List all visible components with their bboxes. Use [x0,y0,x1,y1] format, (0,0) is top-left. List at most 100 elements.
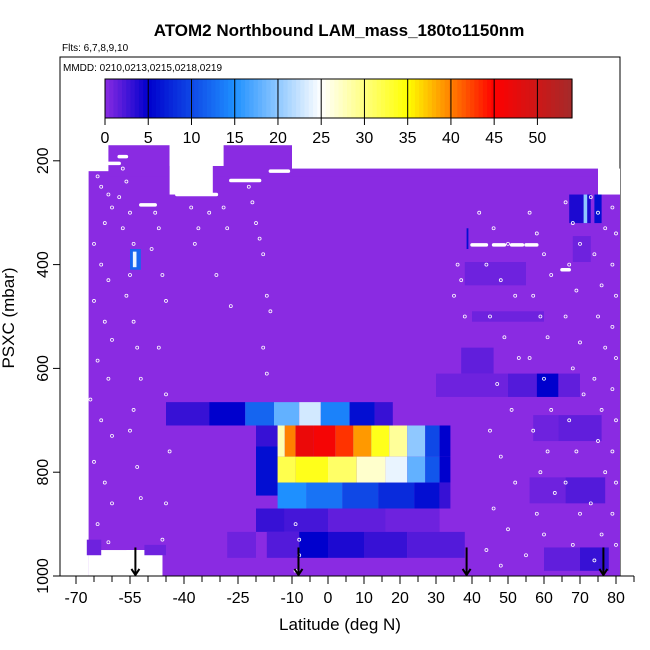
colorbar-segment [177,79,183,118]
sample-point [459,278,464,283]
sample-point [164,501,168,506]
heatmap-cell [558,373,580,397]
sample-point [189,205,194,210]
arrow-head [598,568,609,576]
colorbar-segment [253,79,259,118]
colorbar-segment [249,79,255,118]
sample-point [610,449,615,454]
sample-point [570,221,575,225]
colorbar-segment [457,79,463,118]
colorbar-segment [406,79,412,118]
heatmap-cell [295,456,328,483]
sample-point [99,184,104,189]
sample-point [484,262,489,267]
heatmap-cell [436,373,508,397]
sample-point [567,418,572,423]
colorbar-segment [351,79,357,118]
x-tick-label: 60 [535,590,553,607]
colorbar-segment [397,79,403,118]
heatmap-cell [284,425,296,457]
heatmap-cell [306,482,343,509]
sample-point [102,480,107,485]
sample-point [153,210,158,215]
sample-point [192,241,197,246]
heatmap-cell [389,425,408,457]
heatmap-cell [385,456,408,483]
x-tick-label: 40 [463,590,481,607]
heatmap-cell [583,194,588,224]
heatmap-cell [378,482,415,509]
colorbar-segment [109,79,115,118]
sample-point [534,511,539,516]
heatmap-cell [544,547,580,571]
colorbar-segment [482,79,488,118]
colorbar-segment [389,79,395,118]
sample-point [268,309,273,314]
sample-point [106,192,111,197]
sample-point [160,537,165,542]
colorbar-segment [368,79,374,118]
colorbar-tick-label: 50 [529,130,547,147]
x-tick-label: -25 [226,590,249,607]
colorbar-segment [189,79,195,118]
colorbar-segment [321,79,327,118]
sample-point [138,496,143,501]
colorbar-segment [325,79,331,118]
colorbar-segment [202,79,208,118]
heatmap-cell [256,446,278,496]
heatmap-cell [299,531,328,558]
sample-point [110,205,114,210]
colorbar-segment [160,79,166,118]
sample-point [592,376,597,381]
colorbar-segment [143,79,149,118]
heatmap-cell [439,482,451,509]
sample-point [506,527,510,532]
heatmap-cell [256,425,278,447]
heatmap-cell [245,402,274,426]
x-tick-label: -40 [172,590,195,607]
x-tick-label: 0 [324,590,333,607]
colorbar-segment [240,79,246,118]
colorbar-segment [283,79,289,118]
sample-point [570,366,575,371]
colorbar-segment [185,79,191,118]
colorbar-segment [563,79,569,118]
colorbar-segment [555,79,560,118]
sample-point [506,241,510,246]
colorbar-segment [385,79,391,118]
colorbar-segment [304,79,310,118]
sample-point [110,433,114,438]
colorbar-segment [419,79,425,118]
colorbar-segment [423,79,429,118]
sample-point [610,262,615,267]
sample-point [131,408,136,412]
colorbar-segment [334,79,340,118]
sample-point [135,345,140,350]
x-tick-label: -70 [64,590,87,607]
heatmap-cell [349,402,375,426]
x-tick-label: 50 [499,590,517,607]
colorbar-segment [330,79,335,118]
colorbar-segment [516,79,522,118]
heatmap-cell [86,539,102,556]
heatmap-cell [572,236,591,263]
sample-point [250,200,255,205]
sample-point [513,293,518,298]
sample-point [99,418,104,423]
colorbar-segment [504,79,509,118]
heatmap-cell [169,119,224,166]
sample-point [614,231,618,236]
sample-point [563,314,568,319]
heatmap-cell [328,508,386,532]
heatmap-cell [407,456,426,483]
colorbar-segment [402,79,408,118]
sample-point [102,221,107,225]
sample-point [452,293,456,298]
blank-region [598,168,620,195]
sample-point [128,428,132,433]
colorbar-segment [172,79,178,118]
x-tick-label: 10 [355,590,373,607]
colorbar-segment [470,79,475,118]
heatmap-cell [414,482,440,509]
